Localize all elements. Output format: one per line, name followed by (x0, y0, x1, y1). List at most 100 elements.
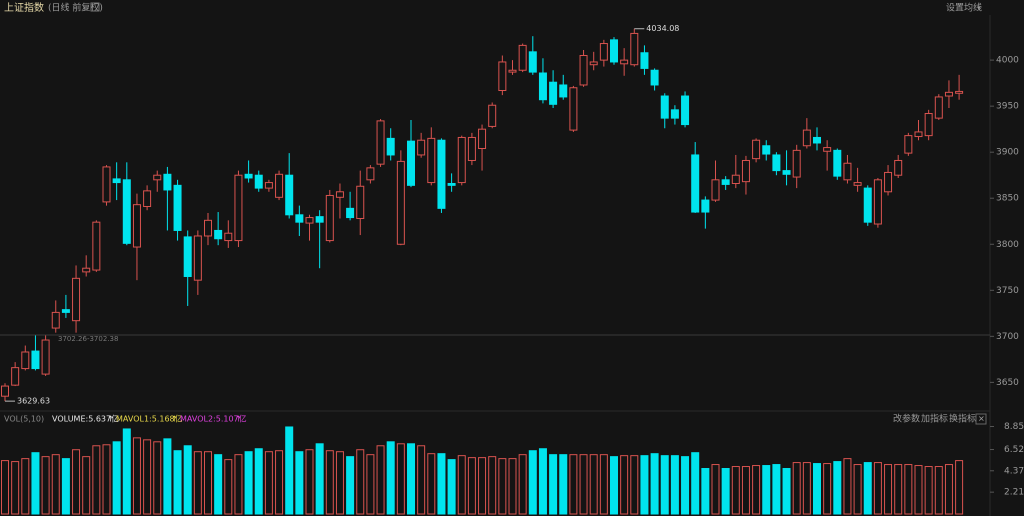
volume-bar (691, 452, 700, 515)
volume-bar (894, 464, 903, 515)
candle-body (955, 90, 964, 94)
candle-body (833, 149, 842, 177)
y-tick-label: 3850 (996, 194, 1019, 204)
candle-body (254, 174, 263, 189)
volume-bar (681, 456, 690, 515)
candle-body (163, 173, 172, 191)
volume-bar (762, 465, 771, 515)
candle-body (599, 43, 608, 61)
candle-body (112, 178, 121, 184)
volume-arrow: ↑ (107, 415, 114, 424)
volume-bar (884, 464, 893, 515)
candle-body (264, 182, 273, 189)
candle-body (528, 51, 537, 73)
candle-body (335, 191, 344, 198)
indicator-button[interactable]: 换指标 (949, 413, 976, 425)
subtitle: (日线 前复权) (48, 2, 103, 14)
y-tick-label: 4.37 (1004, 466, 1024, 476)
volume-bar (153, 441, 162, 515)
candle-body (498, 61, 507, 92)
volume-bar (508, 458, 517, 515)
volume-bar (31, 452, 40, 515)
volume-bar (61, 458, 70, 515)
candle-body (914, 131, 923, 138)
candle-body (752, 139, 761, 160)
volume-bar (193, 451, 202, 515)
candle-body (508, 69, 517, 73)
candle-body (670, 109, 679, 119)
volume-bar (752, 465, 761, 515)
candle-body (772, 154, 781, 172)
candle-body (275, 173, 284, 198)
candle-body (691, 154, 700, 213)
candle-body (122, 179, 131, 244)
candle-body (884, 171, 893, 193)
candle-body (650, 69, 659, 86)
candle-body (92, 221, 101, 271)
volume-bar (589, 454, 598, 515)
volume-bar (122, 428, 131, 515)
volume-bar (295, 451, 304, 515)
candle-body (741, 159, 750, 183)
indicator-button[interactable]: 改参数 (893, 413, 920, 425)
volume-bar (285, 426, 294, 515)
volume-bar (549, 454, 558, 515)
volume-bar (264, 451, 273, 515)
volume-bar (731, 466, 740, 515)
candle-body (315, 216, 324, 223)
y-tick-label: 3800 (996, 240, 1019, 250)
volume-bar (305, 449, 314, 515)
volume-bar (640, 455, 649, 515)
y-tick-label: 8.85 (1004, 422, 1024, 432)
volume-bar (72, 449, 81, 515)
candle-body (813, 136, 821, 144)
volume-label: MAVOL1:5.168亿 (116, 414, 183, 424)
candle-body (853, 182, 862, 186)
candle-body (143, 190, 152, 208)
volume-bar (396, 443, 405, 515)
volume-bar (792, 462, 801, 515)
volume-bar (102, 444, 111, 515)
volume-bar (599, 454, 608, 515)
volume-bar (92, 445, 101, 515)
candle-body (82, 267, 91, 273)
volume-bar (437, 453, 446, 515)
volume-bar (518, 454, 527, 515)
volume-bar (701, 468, 710, 515)
candle-body (132, 204, 141, 248)
volume-bar (924, 466, 933, 515)
candle-body (11, 367, 20, 386)
candle-body (72, 277, 81, 322)
volume-bar (386, 441, 395, 515)
settings-icon[interactable] (90, 2, 100, 12)
candle-body (934, 96, 943, 119)
volume-bar (254, 448, 263, 515)
volume-bar (955, 460, 964, 515)
volume-bar (315, 443, 324, 515)
volume-bar (620, 455, 629, 515)
candle-body (518, 44, 527, 71)
annotation: 3702.26-3702.38 (58, 335, 118, 343)
ma-button[interactable]: 设置均线 (946, 2, 982, 14)
close-button[interactable] (975, 413, 987, 425)
candle-body (569, 87, 578, 131)
candle-body (183, 236, 192, 277)
volume-bar (802, 462, 811, 515)
volume-bar (244, 451, 253, 515)
volume-bar (275, 450, 284, 515)
volume-bar (914, 465, 923, 515)
candle-body (437, 139, 446, 209)
volume-bar (51, 454, 60, 515)
candle-body (579, 55, 588, 86)
volume-bar (407, 443, 415, 515)
volume-bar (204, 451, 212, 515)
volume-bar (711, 464, 720, 515)
volume-bar (1, 460, 9, 515)
candle-body (711, 179, 720, 201)
indicator-button[interactable]: 加指标 (921, 413, 948, 425)
volume-label: MAVOL2:5.107亿 (180, 414, 247, 424)
volume-bar (335, 451, 344, 515)
candle-body (346, 207, 355, 219)
y-tick-label: 4000 (996, 56, 1019, 66)
volume-bar (853, 464, 862, 515)
